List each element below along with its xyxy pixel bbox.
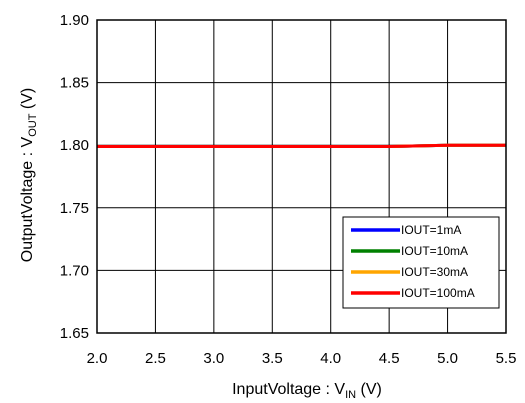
x-axis-label-unit: (V) bbox=[356, 381, 382, 398]
x-tick-label: 4.0 bbox=[320, 350, 341, 367]
series-lines bbox=[97, 145, 506, 146]
legend-entry-3: IOUT=30mA bbox=[401, 265, 468, 279]
x-axis-label-main: InputVoltage : V bbox=[232, 381, 345, 398]
y-tick-label: 1.75 bbox=[60, 200, 89, 217]
x-tick-label: 3.5 bbox=[262, 350, 283, 367]
x-tick-label: 5.0 bbox=[437, 350, 458, 367]
x-tick-label: 3.0 bbox=[203, 350, 224, 367]
y-axis-label-unit: (V) bbox=[19, 88, 36, 114]
y-axis-label-sub: OUT bbox=[27, 113, 39, 137]
y-tick-label: 1.65 bbox=[60, 325, 89, 342]
series-line-4 bbox=[97, 145, 506, 146]
legend-entry-4: IOUT=100mA bbox=[401, 286, 475, 300]
y-tick-label: 1.90 bbox=[60, 12, 89, 29]
legend: IOUT=1mA IOUT=10mA IOUT=30mA IOUT=100mA bbox=[343, 217, 499, 308]
y-tick-labels: 1.90 1.85 1.80 1.75 1.70 1.65 bbox=[60, 12, 89, 342]
x-tick-label: 2.5 bbox=[145, 350, 166, 367]
x-tick-labels: 2.0 2.5 3.0 3.5 4.0 4.5 5.0 5.5 bbox=[87, 350, 517, 367]
y-tick-label: 1.80 bbox=[60, 137, 89, 154]
x-tick-label: 4.5 bbox=[379, 350, 400, 367]
x-tick-label: 2.0 bbox=[87, 350, 108, 367]
y-axis-label: OutputVoltage : VOUT (V) bbox=[19, 88, 39, 262]
x-tick-label: 5.5 bbox=[496, 350, 517, 367]
y-tick-label: 1.85 bbox=[60, 75, 89, 92]
y-tick-label: 1.70 bbox=[60, 262, 89, 279]
x-axis-label-sub: IN bbox=[345, 389, 356, 401]
legend-entry-1: IOUT=1mA bbox=[401, 223, 461, 237]
x-axis-label: InputVoltage : VIN (V) bbox=[232, 381, 382, 401]
y-axis-label-main: OutputVoltage : V bbox=[19, 136, 36, 262]
legend-entry-2: IOUT=10mA bbox=[401, 244, 468, 258]
